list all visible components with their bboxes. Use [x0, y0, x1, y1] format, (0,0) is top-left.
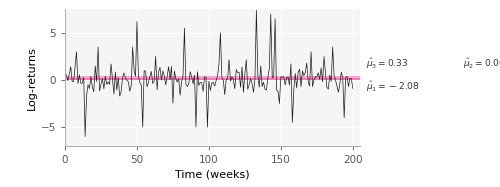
Text: $\hat{\mu}_2 = 0.06$: $\hat{\mu}_2 = 0.06$ [463, 57, 500, 71]
X-axis label: Time (weeks): Time (weeks) [175, 169, 250, 179]
Text: $\hat{\mu}_3 = 0.33$: $\hat{\mu}_3 = 0.33$ [366, 57, 408, 71]
Y-axis label: Log-returns: Log-returns [26, 46, 36, 110]
Text: $\hat{\mu}_1 = -2.08$: $\hat{\mu}_1 = -2.08$ [366, 80, 420, 94]
